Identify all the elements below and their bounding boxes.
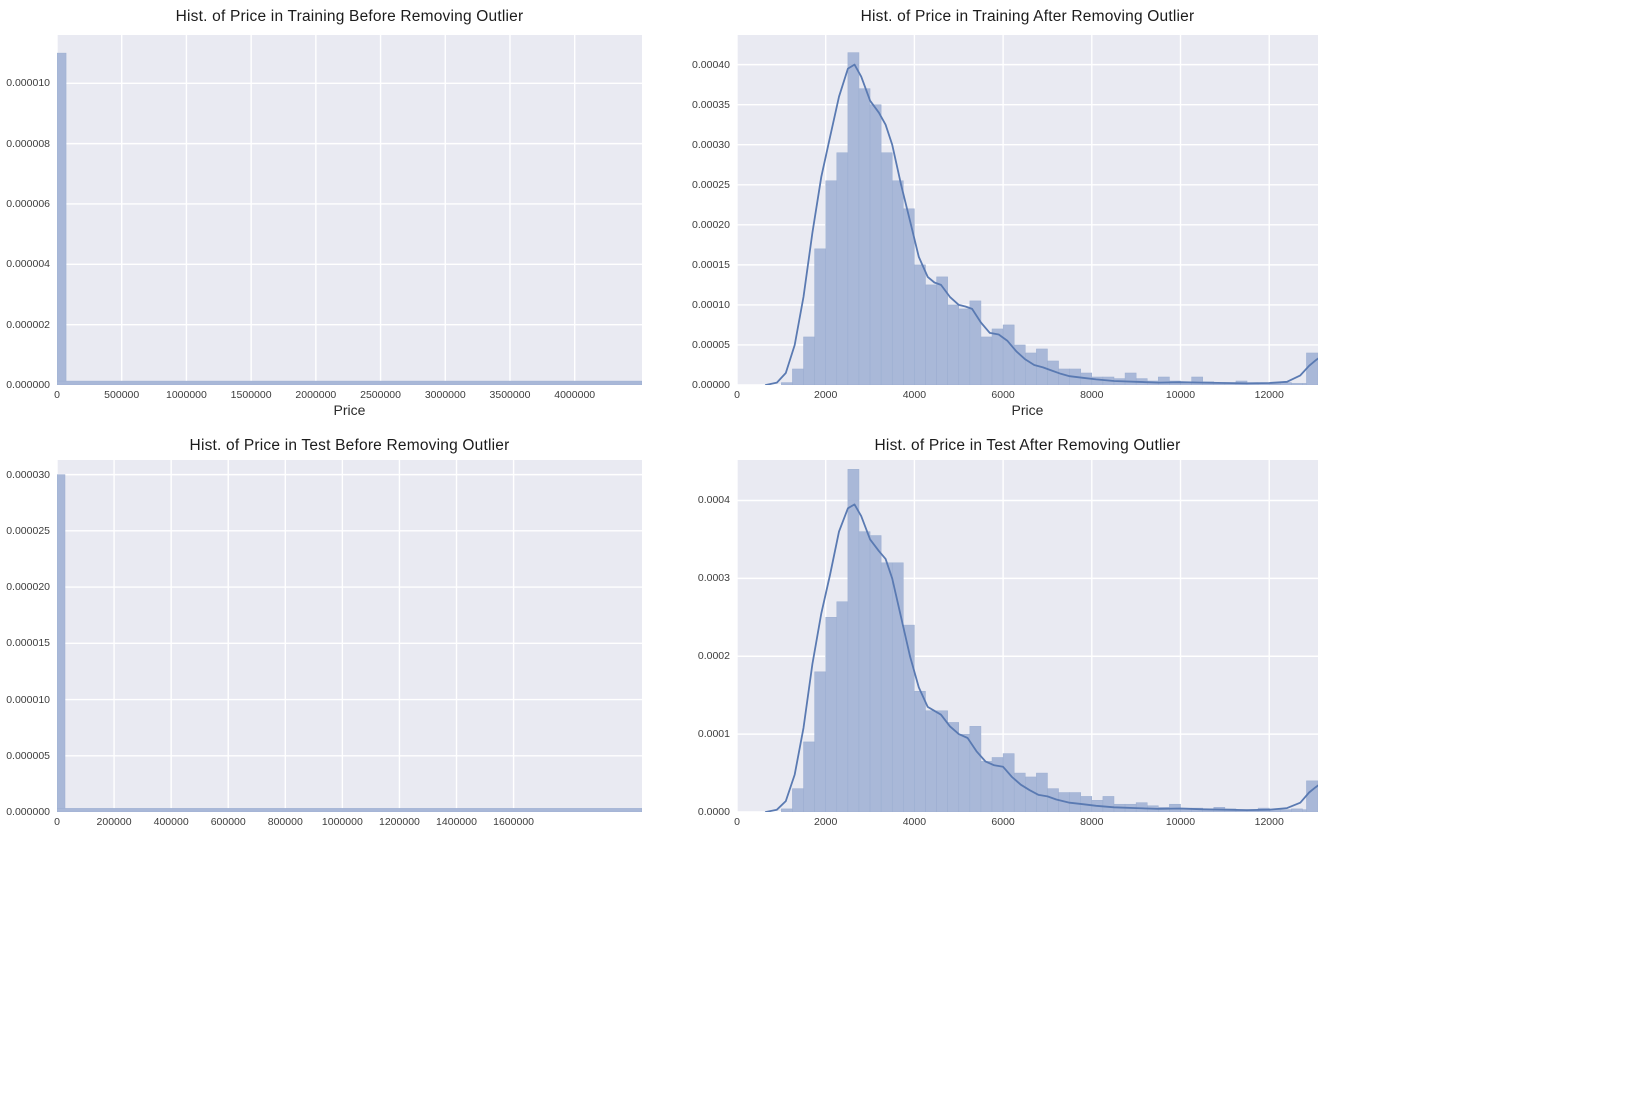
- x-tick-label: 10000: [1165, 816, 1196, 828]
- y-tick-label: 0.000002: [6, 318, 50, 331]
- x-tick-label: 1200000: [378, 816, 420, 828]
- y-tick-label: 0.000000: [6, 379, 50, 391]
- y-tick-label: 0.0004: [697, 494, 730, 507]
- y-tick-label: 0.000025: [6, 524, 50, 537]
- x-tick-label: 200000: [96, 816, 132, 828]
- x-tick-label: 1000000: [165, 389, 207, 401]
- y-tick-label: 0.00005: [692, 338, 730, 351]
- chart-title: Hist. of Price in Test After Removing Ou…: [874, 437, 1181, 454]
- x-tick-label: 0: [54, 389, 60, 401]
- plot-area: [737, 35, 1318, 385]
- y-tick-label: 0.00000: [692, 379, 730, 391]
- y-tick-label: 0.000020: [6, 581, 50, 594]
- x-tick-label: 500000: [104, 389, 140, 401]
- x-tick-label: 6000: [991, 389, 1015, 401]
- y-tick-label: 0.000005: [6, 749, 50, 762]
- y-tick-label: 0.000010: [6, 693, 50, 706]
- chart-title: Hist. of Price in Training Before Removi…: [175, 8, 524, 25]
- x-tick-label: 2000: [814, 389, 838, 401]
- x-tick-label: 12000: [1254, 389, 1284, 401]
- x-tick-label: 4000: [902, 816, 927, 828]
- y-tick-label: 0.00035: [692, 98, 730, 111]
- x-tick-label: 0: [734, 389, 740, 401]
- y-tick-label: 0.000008: [6, 137, 50, 150]
- x-axis-label: Price: [1011, 402, 1044, 418]
- y-tick-label: 0.00015: [692, 258, 730, 271]
- y-tick-label: 0.0001: [697, 728, 730, 741]
- x-tick-label: 0: [734, 816, 740, 828]
- x-tick-label: 6000: [991, 816, 1015, 828]
- x-tick-label: 1500000: [230, 389, 272, 401]
- plot-area: [57, 460, 642, 812]
- x-tick-label: 1600000: [493, 816, 535, 828]
- x-tick-label: 2000: [814, 816, 838, 828]
- x-tick-label: 4000: [902, 389, 927, 401]
- y-tick-label: 0.0000: [697, 806, 730, 818]
- x-tick-label: 0: [54, 816, 60, 828]
- y-tick-label: 0.0002: [697, 650, 730, 663]
- y-tick-label: 0.000010: [6, 77, 50, 90]
- y-tick-label: 0.00040: [692, 58, 730, 71]
- y-tick-label: 0.000000: [6, 806, 50, 818]
- y-tick-label: 0.000006: [6, 197, 50, 210]
- x-tick-label: 600000: [210, 816, 246, 828]
- x-tick-label: 4000000: [554, 389, 596, 401]
- y-tick-label: 0.000015: [6, 637, 50, 650]
- y-tick-label: 0.00025: [692, 178, 730, 191]
- chart-title: Hist. of Price in Training After Removin…: [860, 8, 1195, 25]
- x-tick-label: 400000: [153, 816, 189, 828]
- chart-title: Hist. of Price in Test Before Removing O…: [189, 437, 510, 454]
- x-tick-label: 1000000: [321, 816, 363, 828]
- y-tick-label: 0.000030: [6, 468, 50, 481]
- x-tick-label: 10000: [1165, 389, 1196, 401]
- x-tick-label: 2000000: [295, 389, 337, 401]
- x-tick-label: 3000000: [424, 389, 466, 401]
- x-tick-label: 12000: [1254, 816, 1284, 828]
- x-tick-label: 1400000: [436, 816, 477, 828]
- y-tick-label: 0.00010: [692, 298, 730, 311]
- plot-area: [57, 35, 642, 385]
- x-tick-label: 2500000: [360, 389, 401, 401]
- x-tick-label: 8000: [1080, 389, 1104, 401]
- y-tick-label: 0.0003: [697, 572, 730, 585]
- x-tick-label: 800000: [267, 816, 303, 828]
- y-tick-label: 0.00030: [692, 138, 730, 151]
- x-tick-label: 3500000: [489, 389, 531, 401]
- x-axis-label: Price: [333, 402, 366, 418]
- y-tick-label: 0.00020: [692, 218, 730, 231]
- x-tick-label: 8000: [1080, 816, 1104, 828]
- y-tick-label: 0.000004: [6, 258, 50, 271]
- plot-area: [737, 460, 1318, 812]
